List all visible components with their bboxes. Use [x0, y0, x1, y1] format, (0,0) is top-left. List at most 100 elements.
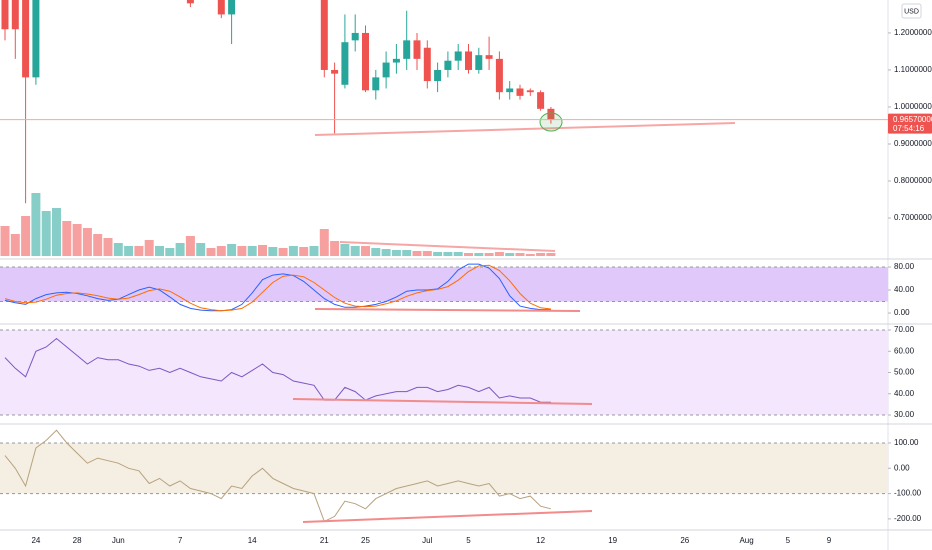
band — [0, 442, 888, 494]
x-tick-label: 28 — [73, 536, 82, 545]
volume-bar — [361, 246, 370, 256]
y-tick-label: 70.00 — [894, 325, 915, 334]
y-tick-label: 0.00 — [894, 463, 910, 472]
candle-body — [372, 77, 380, 91]
volume-bar — [288, 246, 298, 256]
x-tick-label: Jun — [112, 536, 125, 545]
trend-line — [292, 398, 593, 405]
x-tick-label: 24 — [31, 536, 40, 545]
y-tick-label: 1.10000000 — [894, 65, 932, 74]
volume-bar — [124, 246, 134, 256]
volume-bar — [536, 253, 546, 256]
indicator-line — [4, 429, 552, 523]
volume-bar — [443, 252, 453, 256]
y-tick-label: 0.70000000 — [894, 213, 932, 222]
y-tick-label: 80.00 — [894, 262, 915, 271]
x-tick-label: 21 — [320, 536, 329, 545]
x-tick-label: 9 — [827, 536, 832, 545]
volume-bar — [453, 252, 463, 256]
x-tick-label: 19 — [608, 536, 617, 545]
drawings — [292, 112, 736, 523]
indicator-line — [4, 263, 551, 312]
candle-body — [485, 55, 493, 59]
volume-bar — [330, 241, 340, 256]
volume-bar — [422, 251, 432, 256]
volume-bar — [0, 226, 10, 256]
y-tick-label: 100.00 — [894, 438, 919, 447]
volume-bar — [391, 250, 401, 256]
y-tick-label: -200.00 — [894, 514, 922, 523]
trend-line — [339, 241, 556, 252]
y-tick-label: -100.00 — [894, 489, 922, 498]
volume-bar — [175, 243, 185, 256]
volume-bar — [319, 229, 329, 256]
volume-bar — [237, 246, 247, 256]
candle-body — [392, 58, 400, 63]
candle-body — [32, 0, 40, 78]
candle-body — [186, 0, 194, 4]
volume-bar — [41, 211, 51, 256]
volume-bar — [412, 251, 422, 256]
volume-bar — [206, 248, 216, 256]
volume-bar — [216, 246, 226, 256]
volume-bar — [381, 249, 391, 256]
pane — [0, 263, 888, 312]
candle-body — [526, 90, 534, 93]
y-tick-label: 50.00 — [894, 368, 915, 377]
last-price-label: 0.96570000 — [893, 115, 932, 124]
candle-body — [320, 0, 328, 70]
volume-bar — [350, 246, 360, 256]
candle-body — [495, 58, 503, 93]
volume-bar — [546, 253, 556, 256]
y-tick-label: 1.20000000 — [894, 28, 932, 37]
candle-body — [506, 88, 514, 93]
candle-body — [454, 51, 462, 61]
x-tick-label: Jul — [422, 536, 432, 545]
candle-body — [22, 0, 30, 78]
candle-body — [1, 0, 9, 30]
volume-bar — [165, 248, 175, 256]
currency-box[interactable] — [901, 3, 922, 19]
volume-bar — [10, 234, 20, 256]
candle-body — [413, 40, 421, 59]
x-tick-label: Aug — [739, 536, 753, 545]
volume-bar — [484, 253, 494, 256]
volume-bar — [299, 247, 309, 256]
x-tick-label: 7 — [178, 536, 183, 545]
volume-bar — [371, 248, 381, 256]
volume-bar — [62, 221, 72, 256]
volume-bar — [247, 246, 257, 256]
volume-bar — [268, 247, 278, 256]
x-tick-label: 26 — [680, 536, 689, 545]
candle-body — [331, 69, 339, 74]
x-tick-label: 25 — [361, 536, 370, 545]
volume-bar — [515, 253, 525, 256]
volume-bar — [227, 244, 237, 256]
candle-body — [11, 0, 19, 30]
trend-line — [314, 308, 581, 312]
candle-body — [537, 92, 545, 109]
volume-bar — [505, 253, 515, 256]
volume-bar — [155, 246, 164, 256]
pane — [0, 0, 556, 256]
trend-line — [302, 510, 593, 523]
volume-bar — [340, 244, 350, 256]
x-tick-label: 5 — [466, 536, 471, 545]
indicator-line — [4, 264, 551, 312]
candle-body — [444, 60, 452, 70]
volume-bar — [31, 193, 41, 256]
currency: USD — [904, 8, 919, 15]
indicator-line — [4, 337, 551, 403]
y-tick-label: 40.00 — [894, 285, 915, 294]
candle-body — [341, 42, 349, 85]
volume-bar — [402, 250, 412, 256]
trend-line — [314, 122, 736, 136]
y-tick-label: 30.00 — [894, 410, 915, 419]
volume-bar — [278, 248, 288, 256]
y-tick-label: 0.00 — [894, 308, 910, 317]
volume-bar — [113, 243, 123, 256]
volume-bar — [144, 240, 154, 256]
candle-body — [351, 32, 359, 41]
